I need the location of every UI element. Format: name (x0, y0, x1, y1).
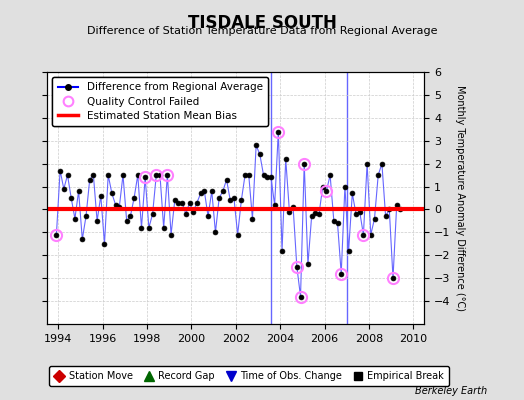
Legend: Difference from Regional Average, Quality Control Failed, Estimated Station Mean: Difference from Regional Average, Qualit… (52, 77, 268, 126)
Text: Difference of Station Temperature Data from Regional Average: Difference of Station Temperature Data f… (87, 26, 437, 36)
Text: TISDALE SOUTH: TISDALE SOUTH (188, 14, 336, 32)
Text: Berkeley Earth: Berkeley Earth (415, 386, 487, 396)
Y-axis label: Monthly Temperature Anomaly Difference (°C): Monthly Temperature Anomaly Difference (… (454, 85, 465, 311)
Legend: Station Move, Record Gap, Time of Obs. Change, Empirical Break: Station Move, Record Gap, Time of Obs. C… (49, 366, 449, 386)
